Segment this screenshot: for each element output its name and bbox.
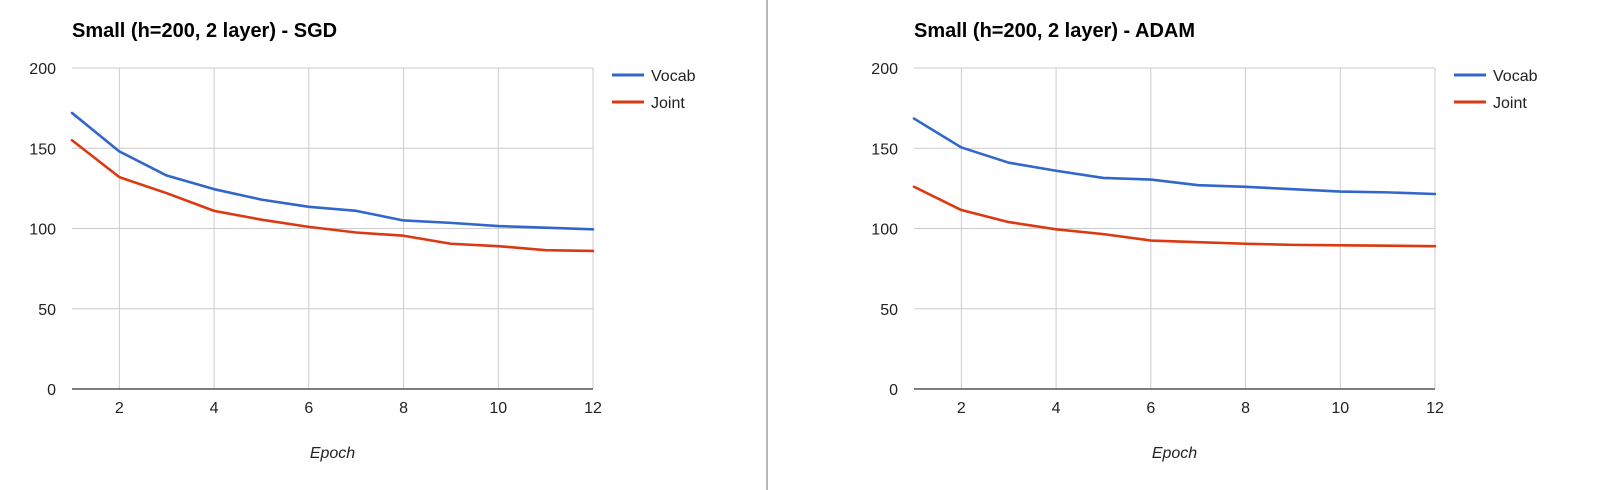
panel-divider [766, 0, 768, 490]
y-tick-label: 0 [889, 382, 898, 399]
series-line-vocab [912, 117, 1437, 196]
y-tick-label: 100 [29, 222, 56, 239]
x-tick-label: 12 [1426, 400, 1444, 417]
x-tick-label: 6 [1146, 400, 1155, 417]
y-tick-label: 50 [38, 302, 56, 319]
y-tick-label: 50 [880, 302, 898, 319]
y-tick-label: 0 [47, 382, 56, 399]
x-tick-label: 10 [1331, 400, 1349, 417]
legend-label-joint: Joint [651, 95, 685, 112]
x-tick-label: 4 [1052, 400, 1061, 417]
y-tick-label: 150 [871, 141, 898, 158]
legend-label-joint: Joint [1493, 95, 1527, 112]
series-line-joint [70, 138, 595, 253]
legend-label-vocab: Vocab [651, 68, 696, 85]
x-tick-label: 8 [399, 400, 408, 417]
legend-label-vocab: Vocab [1493, 68, 1538, 85]
y-tick-label: 100 [871, 222, 898, 239]
x-tick-label: 4 [210, 400, 219, 417]
x-tick-label: 10 [489, 400, 507, 417]
x-tick-label: 2 [115, 400, 124, 417]
y-tick-label: 150 [29, 141, 56, 158]
x-tick-label: 8 [1241, 400, 1250, 417]
chart-title: Small (h=200, 2 layer) - ADAM [914, 20, 1195, 42]
chart-sgd: Small (h=200, 2 layer) - SGD 0 50 100 150 200… [29, 20, 696, 462]
series-line-joint [912, 185, 1437, 248]
chart-panel-sgd: Small (h=200, 2 layer) - SGD 0 50 100 150 200… [0, 0, 780, 490]
y-tick-label: 200 [29, 61, 56, 78]
x-axis-label: Epoch [310, 445, 355, 462]
x-tick-label: 2 [957, 400, 966, 417]
y-tick-label: 200 [871, 61, 898, 78]
chart-title: Small (h=200, 2 layer) - SGD [72, 20, 337, 42]
x-axis-label: Epoch [1152, 445, 1197, 462]
x-tick-label: 6 [304, 400, 313, 417]
series-line-vocab [70, 111, 595, 231]
x-tick-label: 12 [584, 400, 602, 417]
chart-panel-adam: Small (h=200, 2 layer) - ADAM 0 50 100 150 20… [842, 0, 1600, 490]
chart-adam: Small (h=200, 2 layer) - ADAM 0 50 100 150 20… [871, 20, 1538, 462]
